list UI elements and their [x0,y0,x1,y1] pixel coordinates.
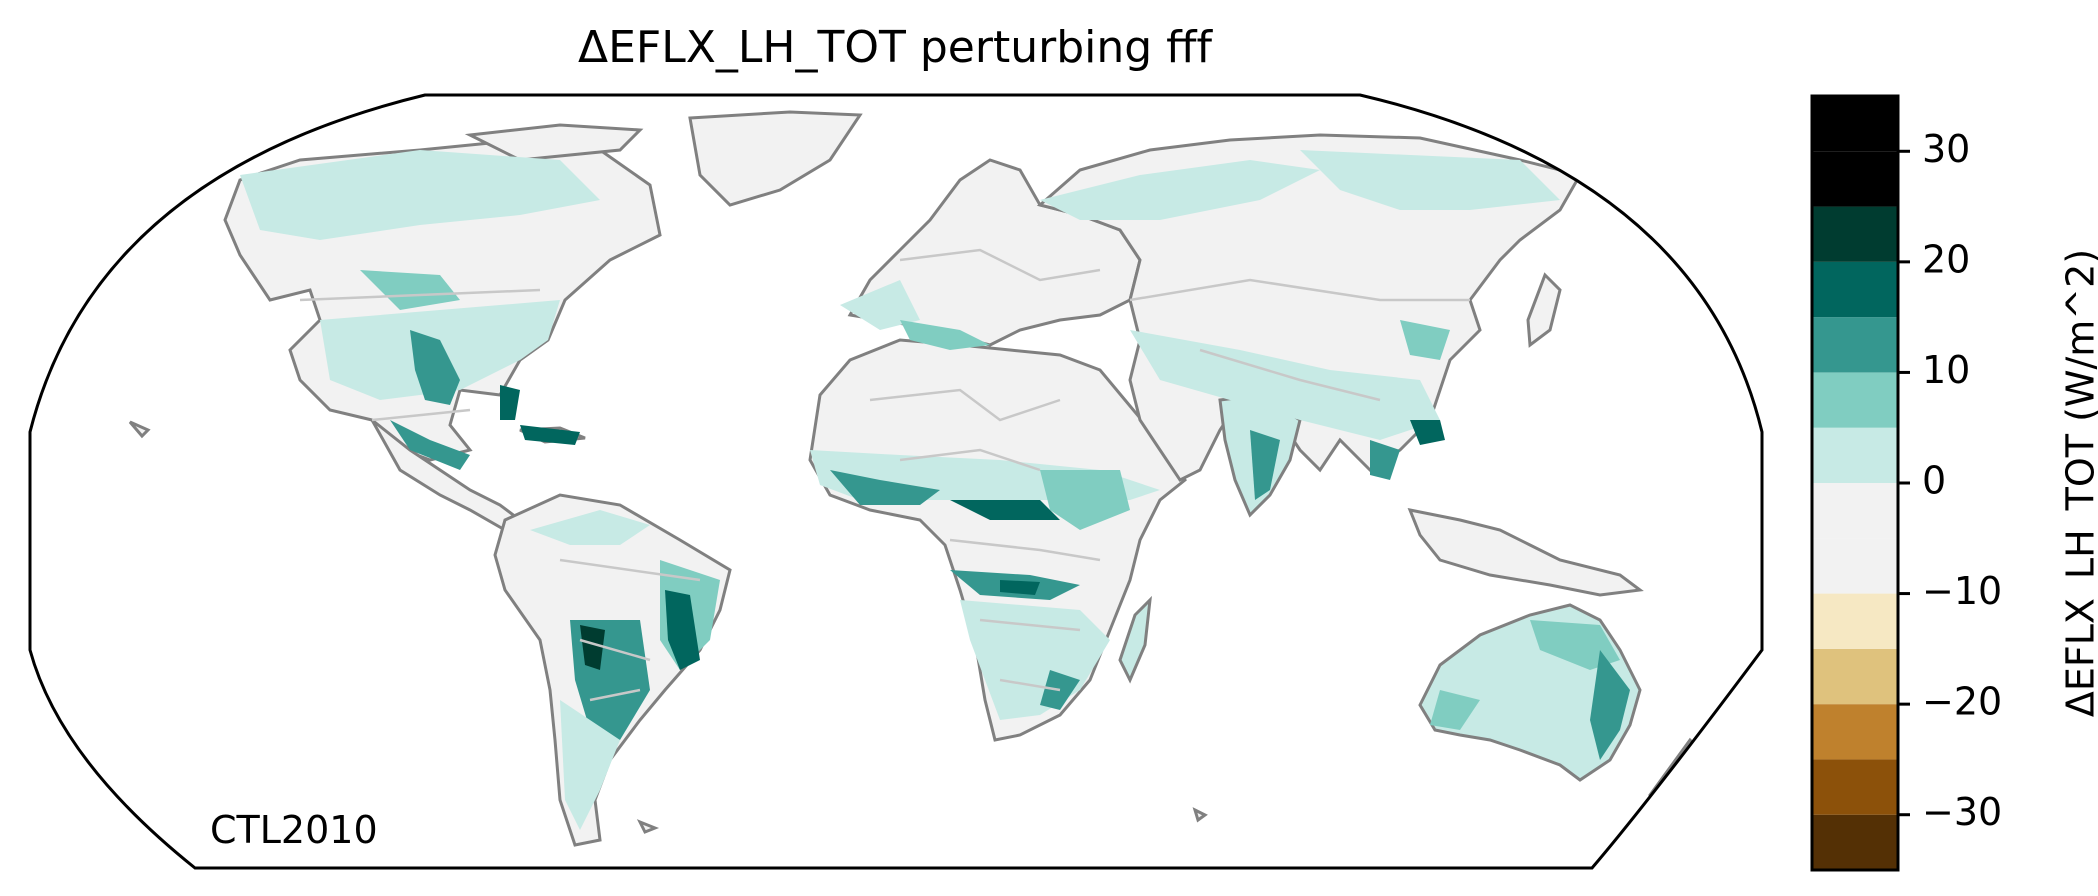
anomaly-patch [1130,330,1440,440]
anomaly-patch [240,150,600,240]
island-south-georgia [636,819,660,834]
colorbar-bin [1812,593,1898,649]
anomaly-patch [1400,320,1450,360]
anomaly-patch [560,700,620,830]
anomaly-patch [1040,470,1130,530]
colorbar-bin [1812,261,1898,318]
anomaly-patch [840,280,920,330]
anomaly-patch [1000,580,1040,595]
anomaly-patch [1040,160,1320,220]
border-line [1199,348,1381,402]
colorbar-tick-label: 30 [1922,127,1970,171]
colorbar-bin [1812,483,1898,539]
border-line [371,408,471,422]
anomaly-patch [410,330,460,405]
border-line [299,288,541,302]
anomaly-patch [580,625,605,670]
colorbar-tick-label: 10 [1922,348,1970,392]
colorbar-ticks: 30 20 10 0 −10 −20 −30 [1898,127,2002,834]
anomaly-patch [1430,690,1480,730]
southeast-asia-islands [1407,507,1644,597]
anomaly-patch [665,590,700,670]
colorbar-bin [1812,759,1898,815]
anomaly-patch [950,500,1060,520]
anomaly-patch [360,270,460,310]
asia-landmass [1036,133,1583,482]
map-content [128,110,1707,847]
colorbar-tick-label: −10 [1922,569,2002,613]
colorbar-tick-label: 0 [1922,459,1946,503]
madagascar-landmass [1118,595,1152,684]
border-line [899,248,1101,282]
map-title: ΔEFLX_LH_TOT perturbing fff [578,22,1212,73]
anomaly-patch [1250,430,1280,500]
map-boundary [28,93,1764,870]
colorbar-bin [1812,151,1898,207]
anomaly-patch [830,470,940,505]
colorbar-bin [1812,538,1898,594]
colorbar-bin [1812,372,1898,428]
colorbar-bin [1812,317,1898,373]
country-borders [299,248,1470,702]
colorbar-tick-label: −20 [1922,680,2002,724]
border-line [949,538,1101,692]
anomaly-patch [1410,420,1445,445]
island-hawaii [128,420,151,439]
anomaly-patch [1590,650,1630,760]
anomaly-patch [390,420,470,470]
colorbar-bin [1812,814,1898,870]
border-line [869,388,1061,472]
anomaly-patch [500,385,520,420]
colorbar-bin [1812,648,1898,705]
arctic-islands [464,123,644,162]
greenland-landmass [688,110,863,207]
border-line [1129,278,1470,302]
colorbar-bin [1812,427,1898,483]
colorbar-bin [1812,96,1898,152]
anomaly-patch [1300,150,1560,210]
japan-islands [1526,272,1562,348]
anomaly-patch [530,510,650,545]
colorbar-bins [1812,96,1898,870]
anomaly-patch [1370,440,1400,480]
colorbar-tick-label: 20 [1922,237,1970,281]
border-line [559,558,701,702]
colorbar-bin [1812,704,1898,760]
colorbar-tick-label: −30 [1922,790,2002,834]
colorbar-label: ΔEFLX_LH_TOT (W/m^2) [2059,249,2098,717]
anomaly-patch [1530,620,1620,670]
colorbar-bin [1812,206,1898,262]
anomaly-patch [520,425,580,445]
anomaly-patch [900,320,990,350]
run-label: CTL2010 [210,808,378,852]
island-pacific [1192,807,1208,823]
world-map [28,93,1764,870]
